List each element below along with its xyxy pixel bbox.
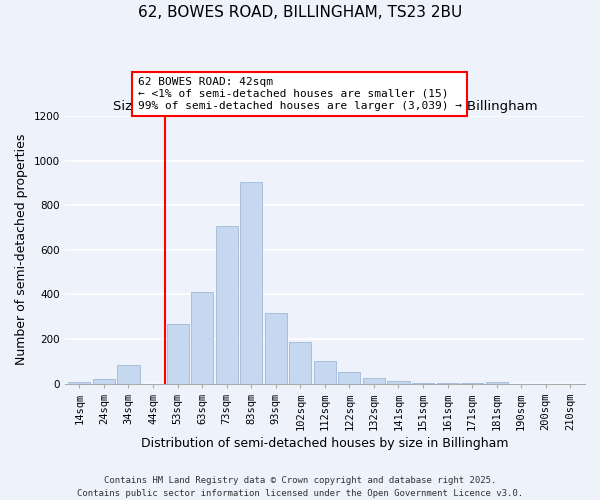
- Bar: [68, 382, 91, 384]
- Bar: [167, 324, 188, 384]
- Bar: [363, 378, 385, 384]
- Text: 62 BOWES ROAD: 42sqm
← <1% of semi-detached houses are smaller (15)
99% of semi-: 62 BOWES ROAD: 42sqm ← <1% of semi-detac…: [137, 78, 461, 110]
- Bar: [93, 379, 115, 384]
- Bar: [314, 361, 336, 384]
- Title: Size of property relative to semi-detached houses in Billingham: Size of property relative to semi-detach…: [113, 100, 537, 114]
- Text: 62, BOWES ROAD, BILLINGHAM, TS23 2BU: 62, BOWES ROAD, BILLINGHAM, TS23 2BU: [138, 5, 462, 20]
- X-axis label: Distribution of semi-detached houses by size in Billingham: Distribution of semi-detached houses by …: [141, 437, 509, 450]
- Y-axis label: Number of semi-detached properties: Number of semi-detached properties: [15, 134, 28, 366]
- Bar: [118, 364, 140, 384]
- Bar: [289, 342, 311, 384]
- Bar: [485, 382, 508, 384]
- Bar: [215, 226, 238, 384]
- Text: Contains HM Land Registry data © Crown copyright and database right 2025.
Contai: Contains HM Land Registry data © Crown c…: [77, 476, 523, 498]
- Bar: [338, 372, 361, 384]
- Bar: [191, 292, 213, 384]
- Bar: [265, 314, 287, 384]
- Bar: [412, 383, 434, 384]
- Bar: [240, 182, 262, 384]
- Bar: [388, 382, 410, 384]
